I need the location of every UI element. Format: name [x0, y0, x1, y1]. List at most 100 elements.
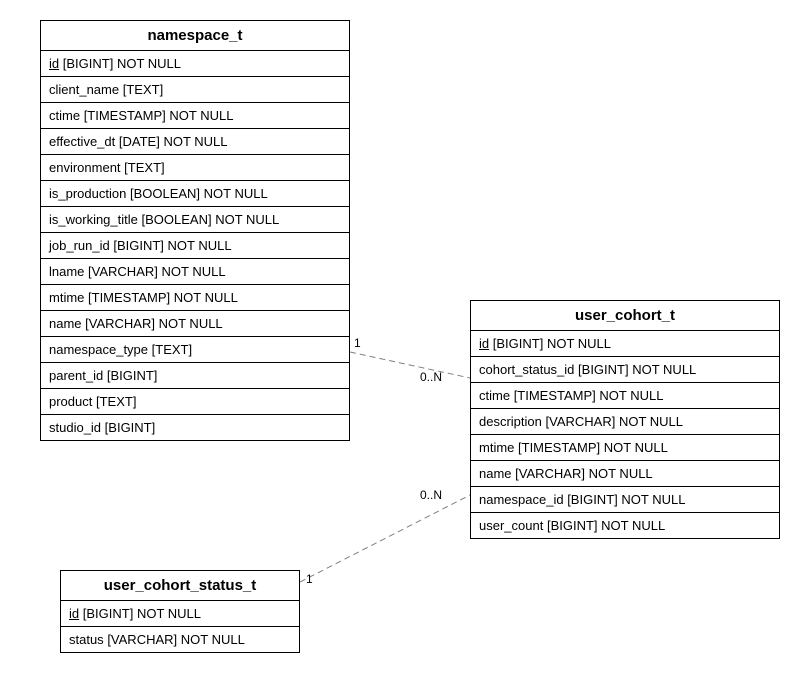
column-row: name [VARCHAR] NOT NULL — [471, 461, 779, 487]
column-null: NOT NULL — [215, 212, 279, 227]
column-name: is_working_title — [49, 212, 138, 227]
column-name: namespace_id — [479, 492, 564, 507]
column-null: NOT NULL — [159, 316, 223, 331]
column-row: studio_id [BIGINT] — [41, 415, 349, 440]
column-type: [TIMESTAMP] — [88, 290, 170, 305]
column-type: [TEXT] — [124, 160, 164, 175]
cardinality-label: 1 — [354, 336, 361, 350]
column-name: environment — [49, 160, 121, 175]
column-null: NOT NULL — [619, 414, 683, 429]
column-type: [VARCHAR] — [85, 316, 155, 331]
entity-title: user_cohort_t — [471, 301, 779, 331]
column-type: [BIGINT] — [578, 362, 629, 377]
column-row: status [VARCHAR] NOT NULL — [61, 627, 299, 652]
column-name: studio_id — [49, 420, 101, 435]
column-null: NOT NULL — [181, 632, 245, 647]
column-name: cohort_status_id — [479, 362, 574, 377]
column-type: [TEXT] — [152, 342, 192, 357]
relationship-line — [300, 495, 470, 582]
column-row: id [BIGINT] NOT NULL — [61, 601, 299, 627]
column-type: [BIGINT] — [105, 420, 156, 435]
column-type: [BIGINT] — [63, 56, 114, 71]
column-row: mtime [TIMESTAMP] NOT NULL — [471, 435, 779, 461]
column-name: name — [49, 316, 82, 331]
column-name: mtime — [49, 290, 84, 305]
column-type: [BIGINT] — [107, 368, 158, 383]
column-row: ctime [TIMESTAMP] NOT NULL — [41, 103, 349, 129]
column-name: client_name — [49, 82, 119, 97]
column-row: ctime [TIMESTAMP] NOT NULL — [471, 383, 779, 409]
cardinality-label: 0..N — [420, 488, 442, 502]
entity-title: user_cohort_status_t — [61, 571, 299, 601]
column-null: NOT NULL — [547, 336, 611, 351]
cardinality-label: 1 — [306, 572, 313, 586]
column-name: name — [479, 466, 512, 481]
column-row: lname [VARCHAR] NOT NULL — [41, 259, 349, 285]
column-null: NOT NULL — [204, 186, 268, 201]
column-null: NOT NULL — [174, 290, 238, 305]
column-name: ctime — [49, 108, 80, 123]
column-row: name [VARCHAR] NOT NULL — [41, 311, 349, 337]
column-row: is_working_title [BOOLEAN] NOT NULL — [41, 207, 349, 233]
column-row: cohort_status_id [BIGINT] NOT NULL — [471, 357, 779, 383]
column-name: id — [479, 336, 489, 351]
column-row: client_name [TEXT] — [41, 77, 349, 103]
column-null: NOT NULL — [162, 264, 226, 279]
column-null: NOT NULL — [632, 362, 696, 377]
column-row: job_run_id [BIGINT] NOT NULL — [41, 233, 349, 259]
column-null: NOT NULL — [163, 134, 227, 149]
column-name: parent_id — [49, 368, 103, 383]
column-type: [VARCHAR] — [546, 414, 616, 429]
column-row: is_production [BOOLEAN] NOT NULL — [41, 181, 349, 207]
column-null: NOT NULL — [589, 466, 653, 481]
relationship-line — [350, 352, 470, 378]
column-type: [BIGINT] — [567, 492, 618, 507]
entity-title: namespace_t — [41, 21, 349, 51]
entity-namespace_t: namespace_tid [BIGINT] NOT NULLclient_na… — [40, 20, 350, 441]
column-type: [BOOLEAN] — [130, 186, 200, 201]
column-name: status — [69, 632, 104, 647]
column-name: id — [49, 56, 59, 71]
column-type: [TIMESTAMP] — [84, 108, 166, 123]
column-type: [TIMESTAMP] — [514, 388, 596, 403]
column-type: [BIGINT] — [547, 518, 598, 533]
column-name: job_run_id — [49, 238, 110, 253]
column-row: mtime [TIMESTAMP] NOT NULL — [41, 285, 349, 311]
column-type: [BOOLEAN] — [142, 212, 212, 227]
column-null: NOT NULL — [117, 56, 181, 71]
column-row: product [TEXT] — [41, 389, 349, 415]
column-row: effective_dt [DATE] NOT NULL — [41, 129, 349, 155]
column-type: [BIGINT] — [113, 238, 164, 253]
column-null: NOT NULL — [604, 440, 668, 455]
column-type: [TEXT] — [96, 394, 136, 409]
column-type: [BIGINT] — [493, 336, 544, 351]
column-name: id — [69, 606, 79, 621]
column-name: is_production — [49, 186, 126, 201]
column-name: user_count — [479, 518, 543, 533]
column-name: product — [49, 394, 92, 409]
column-type: [VARCHAR] — [107, 632, 177, 647]
column-row: id [BIGINT] NOT NULL — [41, 51, 349, 77]
column-row: parent_id [BIGINT] — [41, 363, 349, 389]
column-row: namespace_type [TEXT] — [41, 337, 349, 363]
column-type: [BIGINT] — [83, 606, 134, 621]
column-null: NOT NULL — [169, 108, 233, 123]
column-row: description [VARCHAR] NOT NULL — [471, 409, 779, 435]
column-type: [TEXT] — [123, 82, 163, 97]
column-type: [VARCHAR] — [515, 466, 585, 481]
column-row: user_count [BIGINT] NOT NULL — [471, 513, 779, 538]
column-null: NOT NULL — [601, 518, 665, 533]
column-name: namespace_type — [49, 342, 148, 357]
column-type: [DATE] — [119, 134, 160, 149]
column-name: ctime — [479, 388, 510, 403]
column-row: id [BIGINT] NOT NULL — [471, 331, 779, 357]
entity-user_cohort_status_t: user_cohort_status_tid [BIGINT] NOT NULL… — [60, 570, 300, 653]
column-row: namespace_id [BIGINT] NOT NULL — [471, 487, 779, 513]
column-name: effective_dt — [49, 134, 115, 149]
column-null: NOT NULL — [137, 606, 201, 621]
column-name: description — [479, 414, 542, 429]
entity-user_cohort_t: user_cohort_tid [BIGINT] NOT NULLcohort_… — [470, 300, 780, 539]
column-type: [TIMESTAMP] — [518, 440, 600, 455]
column-row: environment [TEXT] — [41, 155, 349, 181]
column-null: NOT NULL — [599, 388, 663, 403]
